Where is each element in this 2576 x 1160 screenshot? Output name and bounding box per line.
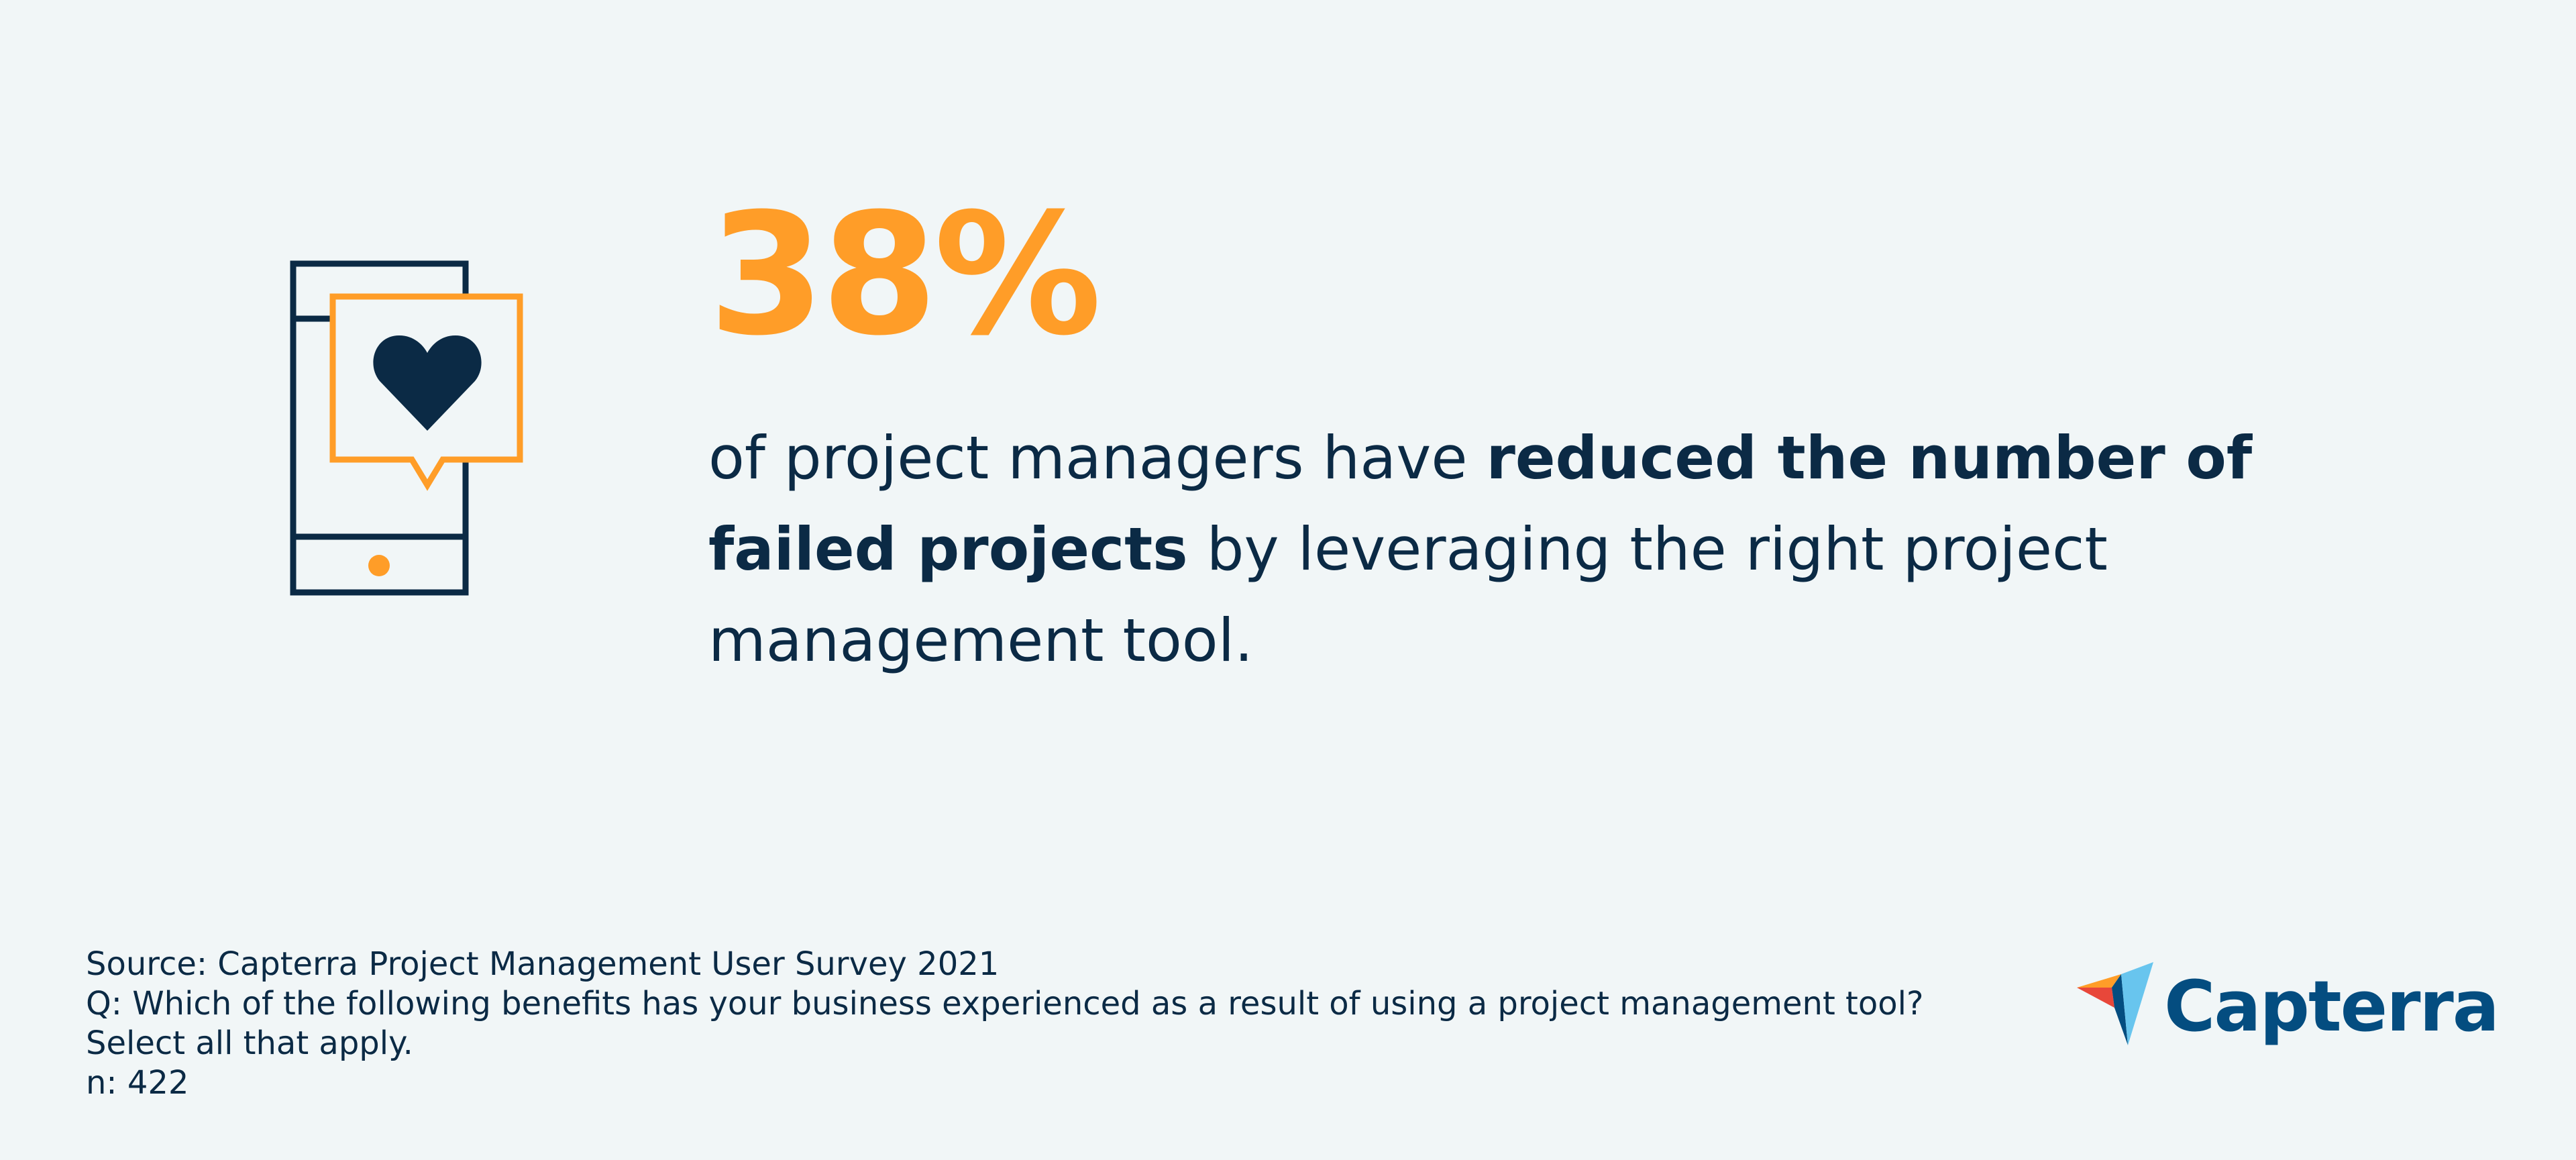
instruction-line: Select all that apply. [86,1024,413,1062]
stat-text-highlight: reduced the number of failed projects [708,423,2253,584]
source-line: Source: Capterra Project Management User… [86,945,1000,983]
capterra-arrow-logo-icon [2077,962,2153,1045]
stat-block: 38% of project managers have reduced the… [708,191,2385,686]
stat-text-after: by leveraging the right project manageme… [708,515,2108,675]
stat-percentage: 38% [708,177,1102,372]
question-line: Q: Which of the following benefits has y… [86,985,1924,1022]
phone-heart-icon [282,255,537,604]
stat-description: of project managers have reduced the num… [708,413,2352,686]
stat-text-before: of project managers have [708,423,1487,492]
capterra-logo: Capterra [2074,959,2500,1053]
source-footer: Source: Capterra Project Management User… [86,945,2018,1103]
sample-size-line: n: 422 [86,1064,189,1102]
brand-name: Capterra [2164,965,2500,1047]
